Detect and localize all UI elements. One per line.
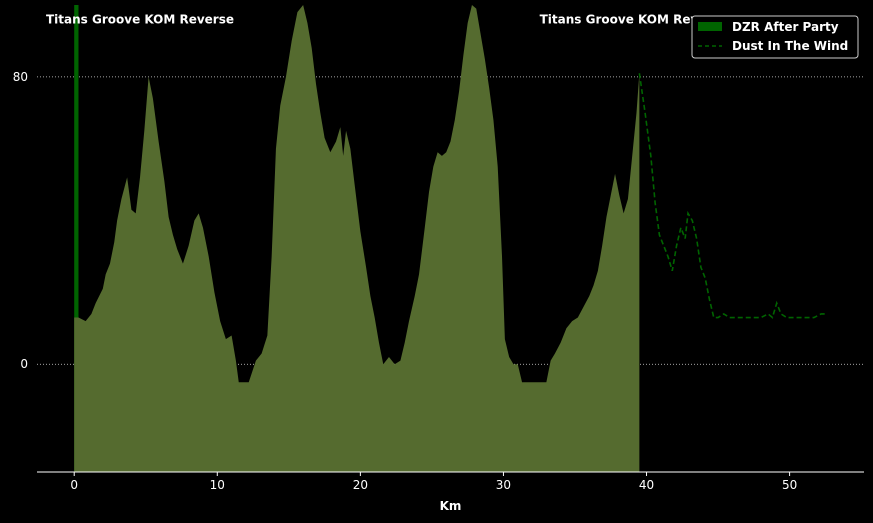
annotations: Titans Groove KOM Reverse Titans Groove K… <box>46 12 728 26</box>
x-tick-label-0: 0 <box>70 478 78 492</box>
dzr-after-party-bar <box>74 5 79 472</box>
x-tick-label-50: 50 <box>782 478 797 492</box>
y-tick-label-80: 80 <box>13 70 28 84</box>
x-tick-label-10: 10 <box>210 478 225 492</box>
legend-label-dust-in-the-wind: Dust In The Wind <box>732 39 848 53</box>
y-tick-label-0: 0 <box>20 357 28 371</box>
x-axis-label: Km <box>440 499 462 513</box>
legend-label-dzr-after-party: DZR After Party <box>732 20 839 34</box>
legend-box <box>691 15 859 59</box>
axes: 0 10 20 30 40 50 0 80 Km <box>13 70 864 513</box>
annotation-label-1: Titans Groove KOM Reverse <box>46 12 234 26</box>
legend: DZR After Party Dust In The Wind <box>691 15 859 59</box>
annotation-label-2: Titans Groove KOM Reverse <box>540 12 728 26</box>
plot-area <box>74 5 826 472</box>
x-tick-label-40: 40 <box>639 478 654 492</box>
x-tick-label-30: 30 <box>496 478 511 492</box>
x-tick-label-20: 20 <box>353 478 368 492</box>
elevation-area <box>74 5 640 472</box>
dust-in-the-wind-line <box>638 73 826 319</box>
legend-swatch-dzr-after-party <box>698 22 722 31</box>
